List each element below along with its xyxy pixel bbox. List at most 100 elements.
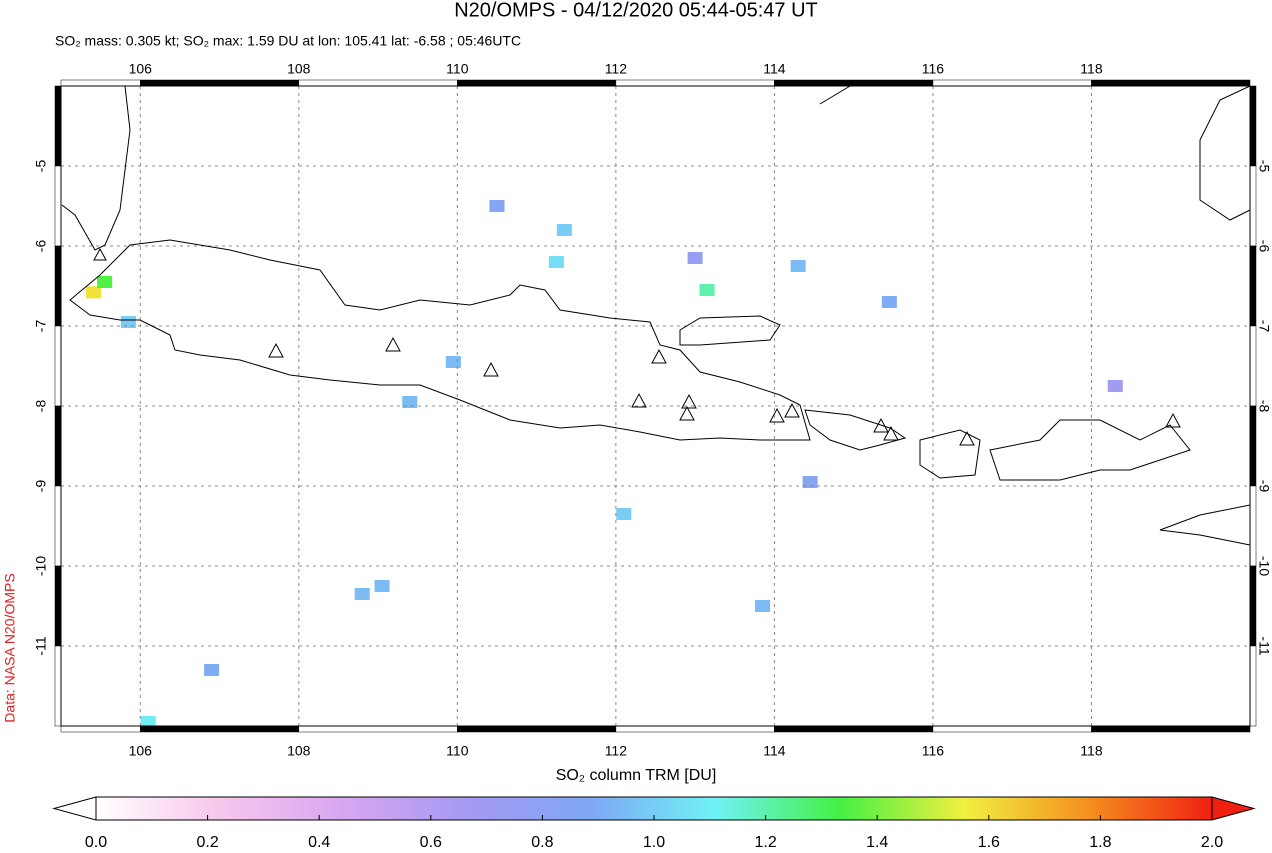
axis-border (54, 245, 62, 327)
colorbar-label: SO₂ column TRM [DU] (556, 767, 717, 784)
so2-pixel (556, 224, 572, 236)
so2-pixel (790, 260, 806, 272)
colorbar-tick-label: 0.8 (531, 834, 553, 851)
colorbar-tick-label: 1.8 (1089, 834, 1111, 851)
coast-java (69, 239, 811, 441)
x-tick-label: 118 (1080, 743, 1103, 759)
so2-pixel (616, 508, 632, 520)
colorbar-tick-label: 0.2 (196, 834, 218, 851)
so2-pixel (699, 284, 715, 296)
y-tick-label: -5 (1256, 160, 1272, 173)
axis-border (140, 725, 300, 733)
y-tick-label: -7 (33, 320, 49, 333)
credit: Data: NASA N20/OMPS (2, 573, 18, 722)
coast-madura (679, 315, 781, 346)
so2-pixel (120, 316, 136, 328)
x-tick-label: 108 (287, 743, 311, 759)
x-tick-label: 116 (922, 743, 945, 759)
so2-pixel (140, 716, 156, 728)
coast-sumba (1159, 504, 1251, 546)
x-tick-label: 116 (922, 61, 945, 77)
coast-lombok (919, 429, 981, 479)
axis-border (1249, 405, 1257, 487)
y-tick-label: -6 (1256, 240, 1272, 253)
x-tick-label: 112 (605, 743, 628, 759)
axes: 106 106 108 108 110 110 112 112 114 114 116 116 118 1… (33, 61, 1272, 759)
so2-pixel (354, 588, 370, 600)
so2-pixel (881, 296, 897, 308)
axis-border (1091, 79, 1251, 87)
axis-border (1249, 165, 1257, 247)
colorbar-tick-label: 1.0 (643, 834, 665, 851)
axis-border (60, 725, 141, 733)
colorbar-tick-label: 1.2 (754, 834, 776, 851)
axis-border (54, 165, 62, 247)
axis-border (54, 325, 62, 407)
so2-pixel (1107, 380, 1123, 392)
x-tick-label: 110 (446, 61, 469, 77)
coast-sulawesi (1199, 85, 1251, 221)
y-tick-label: -10 (1256, 556, 1272, 576)
axis-border (774, 79, 934, 87)
so2-pixel (754, 600, 771, 612)
y-tick-label: -11 (1256, 636, 1272, 655)
x-tick-label: 114 (763, 61, 786, 77)
x-tick-label: 114 (763, 743, 786, 759)
y-tick-label: -8 (33, 400, 49, 413)
axis-border (60, 79, 141, 87)
y-tick-label: -9 (1256, 480, 1272, 493)
colorbar-tick-label: 0.6 (420, 834, 442, 851)
axis-border (1249, 485, 1257, 567)
colorbar-extend-low (52, 796, 97, 821)
so2-pixel (97, 276, 113, 288)
y-tick-label: -9 (33, 480, 49, 493)
colorbar-tick-label: 0.4 (308, 834, 330, 851)
axis-border (457, 79, 617, 87)
axis-border (298, 725, 458, 733)
coast-borneo (819, 85, 851, 105)
so2-pixel (85, 286, 102, 299)
axis-border (1249, 85, 1257, 167)
x-tick-label: 106 (129, 61, 153, 77)
coast-sumatra (61, 85, 131, 251)
map-frame (60, 85, 1251, 727)
axis-border (1091, 725, 1251, 733)
colorbar-tick-label: 1.4 (866, 834, 888, 851)
y-tick-label: -11 (33, 636, 49, 655)
so2-pixel (548, 256, 564, 268)
volcanoes (93, 247, 1181, 446)
x-tick-label: 110 (446, 743, 469, 759)
x-tick-label: 106 (129, 743, 153, 759)
axis-border (932, 725, 1092, 733)
axis-border (54, 645, 62, 727)
subtitle: SO₂ mass: 0.305 kt; SO₂ max: 1.59 DU at … (55, 33, 521, 49)
coastlines (61, 85, 1251, 546)
axis-border (298, 79, 458, 87)
colorbar: 0.0 0.2 0.4 0.6 0.8 1.0 1.2 1.4 1.6 1.8 2.0 (52, 796, 1256, 851)
axis-border (1249, 245, 1257, 327)
axis-border (1249, 325, 1257, 407)
so2-pixel (445, 356, 461, 368)
chart-title: N20/OMPS - 04/12/2020 05:44-05:47 UT (454, 0, 818, 21)
axis-border (1249, 645, 1257, 727)
colorbar-tick-label: 1.6 (978, 834, 1000, 851)
x-tick-label: 108 (287, 61, 311, 77)
axis-border (54, 485, 62, 567)
so2-pixel (802, 476, 818, 488)
x-tick-label: 118 (1080, 61, 1103, 77)
axis-border (54, 405, 62, 487)
pixels (85, 200, 1123, 728)
axis-border (54, 85, 62, 167)
grid (61, 86, 1250, 726)
axis-border (140, 79, 300, 87)
axis-border (615, 79, 775, 87)
axis-border (54, 565, 62, 647)
volcano (93, 247, 1181, 446)
y-tick-label: -6 (33, 240, 49, 253)
so2-pixel (374, 580, 390, 592)
x-tick-label: 112 (605, 61, 628, 77)
axis-border (457, 725, 617, 733)
colorbar-extend-high (1211, 796, 1256, 821)
